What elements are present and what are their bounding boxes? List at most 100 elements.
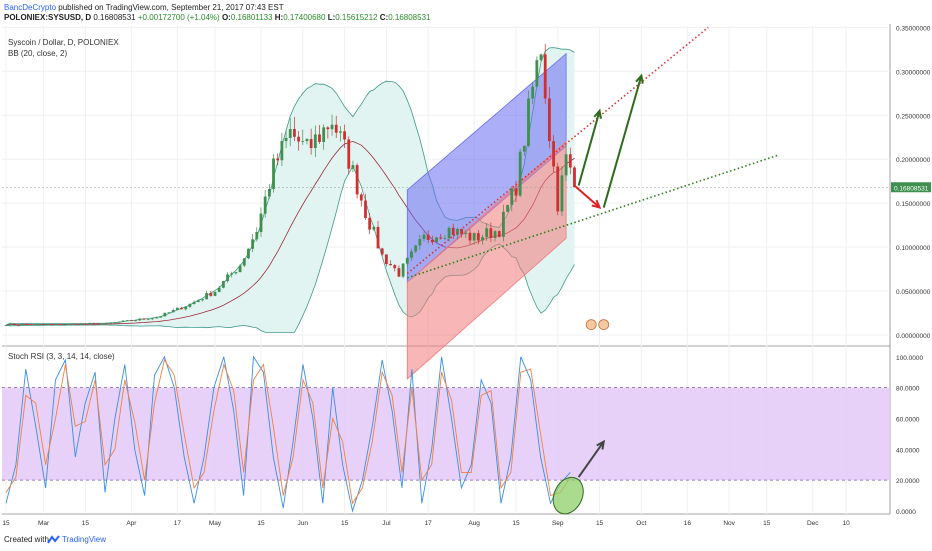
candle-body — [159, 316, 163, 318]
time-tick-label: 10 — [843, 520, 851, 527]
candle-body — [485, 228, 489, 238]
candle-body — [17, 324, 20, 326]
candle-body — [167, 312, 171, 314]
candle-body — [410, 251, 413, 258]
candle-body — [489, 228, 493, 238]
candle-body — [334, 124, 338, 133]
candle-body — [38, 324, 41, 325]
candle-body — [188, 303, 192, 307]
candle-body — [280, 141, 284, 161]
candle-body — [201, 299, 204, 301]
candle-body — [29, 324, 33, 326]
stoch-d-line — [5, 358, 571, 505]
candle-body — [556, 166, 560, 212]
candle-body — [560, 175, 564, 212]
candle-body — [4, 325, 8, 326]
price-tick-label: 0.25000000 — [896, 113, 931, 120]
time-tick-label: 15 — [341, 520, 349, 527]
candle-body — [405, 257, 409, 264]
candle-body — [75, 323, 79, 325]
time-tick-label: Oct — [636, 520, 646, 527]
candle-body — [276, 158, 280, 161]
time-tick-label: Nov — [723, 520, 735, 527]
low-label: L: — [327, 13, 336, 22]
candle-body — [351, 165, 355, 169]
candle-body — [422, 234, 426, 239]
candle-body — [426, 234, 430, 240]
time-tick-label: 15 — [257, 520, 265, 527]
time-tick-label: 15 — [596, 520, 604, 527]
candle-body — [364, 200, 367, 218]
time-tick-label: Apr — [126, 520, 137, 527]
candle-body — [339, 131, 342, 133]
candle-body — [259, 213, 263, 232]
candle-body — [326, 127, 330, 130]
stoch-oversold-ellipse — [552, 476, 584, 515]
bb-legend: BB (20, close, 2) — [8, 49, 67, 58]
candle-body — [217, 287, 221, 292]
candle-body — [322, 127, 326, 142]
current-price: 0.16808531 — [93, 13, 136, 22]
stoch-band-fill — [2, 387, 890, 481]
candle-body — [510, 188, 514, 206]
tradingview-link[interactable]: TradingView — [62, 535, 107, 544]
candle-body — [272, 158, 275, 190]
green-arrow-2 — [602, 75, 643, 208]
price-tick-label: 0.20000000 — [896, 157, 931, 164]
stoch-tick-label: 60.0000 — [896, 416, 920, 423]
time-tick-label: 16 — [684, 520, 692, 527]
green-arrow-1 — [577, 110, 601, 186]
high-label: H: — [274, 13, 284, 22]
candle-body — [401, 263, 405, 277]
candle-body — [522, 145, 526, 152]
candle-body — [180, 307, 183, 310]
time-tick-label: 15 — [512, 520, 520, 527]
candle-body — [548, 98, 551, 142]
candle-body — [460, 228, 464, 235]
candle-body — [481, 237, 484, 241]
candle-body — [142, 318, 146, 320]
axes: 0.35000000 0.30000000 0.25000000 0.20000000… — [2, 25, 931, 527]
time-tick-label: 17 — [174, 520, 182, 527]
candle-body — [50, 324, 54, 325]
candle-body — [8, 323, 12, 326]
chart-canvas[interactable]: 0.35000000 0.30000000 0.25000000 0.20000000… — [0, 24, 932, 530]
candle-body — [543, 54, 547, 99]
candle-body — [418, 238, 422, 246]
candle-body — [255, 231, 259, 240]
candle-body — [109, 322, 112, 324]
time-tick-label: Dec — [807, 520, 819, 527]
time-tick-label: 15 — [82, 520, 90, 527]
candle-body — [347, 139, 351, 169]
red-dotted-trendline — [406, 26, 709, 275]
candle-body — [384, 254, 388, 265]
candle-body — [451, 227, 455, 235]
time-tick-label: Sep — [552, 520, 564, 527]
candle-body — [263, 196, 267, 214]
low-value: 0.15615212 — [335, 13, 378, 22]
candle-body — [230, 273, 234, 275]
candle-body — [234, 272, 238, 274]
candle-body — [21, 324, 25, 325]
candle-body — [125, 320, 129, 322]
footer: Created with TradingView — [0, 530, 932, 550]
time-tick-label: Jun — [298, 520, 309, 527]
candle-body — [531, 86, 535, 99]
candle-body — [79, 323, 83, 325]
candle-body — [506, 205, 509, 212]
time-tick-label: 17 — [425, 520, 433, 527]
candle-body — [389, 264, 392, 266]
candle-body — [134, 320, 137, 322]
candle-body — [397, 268, 401, 277]
candle-body — [535, 60, 539, 87]
time-tick-label: Jul — [382, 520, 391, 527]
candle-body — [150, 318, 154, 320]
candle-body — [380, 248, 384, 255]
candle-body — [12, 323, 16, 325]
price-tick-label: 0.15000000 — [896, 201, 931, 208]
candle-body — [163, 312, 167, 317]
author-link[interactable]: BancDeCrypto — [4, 3, 57, 12]
tradingview-logo-icon — [47, 533, 61, 551]
candle-body — [130, 320, 133, 322]
candle-body — [330, 124, 334, 130]
